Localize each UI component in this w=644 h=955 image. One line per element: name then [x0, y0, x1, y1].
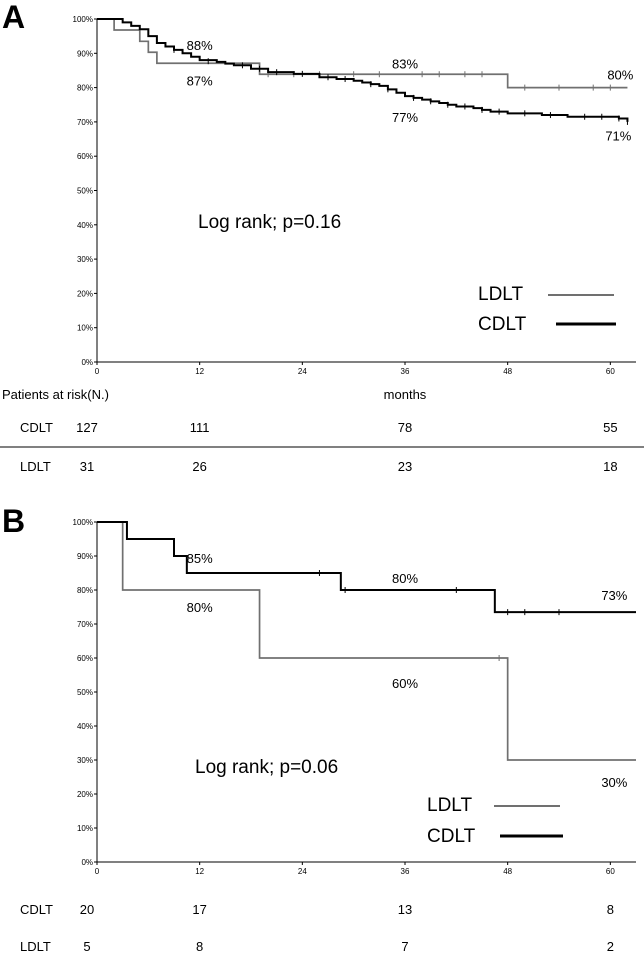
y-tick-label: 60% — [77, 654, 93, 663]
y-tick-label: 40% — [77, 722, 93, 731]
series-line-cdlt — [97, 521, 636, 614]
survival-annotation: 80% — [607, 68, 633, 83]
risk-value: 2 — [607, 939, 614, 954]
legend-label-cdlt: CDLT — [427, 826, 476, 847]
risk-value: 18 — [603, 459, 617, 474]
survival-annotation: 88% — [187, 38, 213, 53]
y-tick-label: 40% — [77, 221, 93, 230]
y-tick-label: 20% — [77, 790, 93, 799]
x-tick-label: 24 — [298, 367, 307, 376]
survival-annotation: 73% — [601, 588, 627, 603]
risk-value: 23 — [398, 459, 412, 474]
y-tick-label: 0% — [81, 858, 93, 867]
risk-value: 5 — [83, 939, 90, 954]
x-tick-label: 60 — [606, 367, 615, 376]
risk-value: 13 — [398, 902, 412, 917]
survival-annotation: 60% — [392, 676, 418, 691]
x-tick-label: 36 — [401, 367, 410, 376]
series-line-cdlt — [97, 18, 629, 122]
logrank-label: Log rank; p=0.06 — [195, 757, 338, 778]
y-tick-label: 50% — [77, 688, 93, 697]
y-tick-label: 10% — [77, 324, 93, 333]
x-tick-label: 60 — [606, 867, 615, 876]
panel-letter: B — [2, 503, 25, 539]
risk-row-label: CDLT — [20, 420, 53, 435]
x-tick-label: 12 — [195, 367, 204, 376]
risk-row-label: CDLT — [20, 902, 53, 917]
y-tick-label: 100% — [73, 518, 93, 527]
risk-value: 8 — [607, 902, 614, 917]
risk-table-header: Patients at risk(N.) — [2, 387, 109, 402]
risk-value: 8 — [196, 939, 203, 954]
x-tick-label: 0 — [95, 367, 100, 376]
x-tick-label: 0 — [95, 867, 100, 876]
x-axis-label: months — [384, 387, 427, 402]
risk-value: 7 — [401, 939, 408, 954]
y-tick-label: 90% — [77, 49, 93, 58]
survival-annotation: 87% — [187, 74, 213, 89]
logrank-label: Log rank; p=0.16 — [198, 212, 341, 233]
y-tick-label: 80% — [77, 586, 93, 595]
survival-annotation: 80% — [392, 571, 418, 586]
risk-value: 127 — [76, 420, 98, 435]
survival-annotation: 77% — [392, 110, 418, 125]
y-tick-label: 50% — [77, 187, 93, 196]
legend-label-cdlt: CDLT — [478, 314, 527, 335]
y-tick-label: 70% — [77, 620, 93, 629]
panel-b: B 0% 10% 20% 30% 40% 50% 60% 70% 80% 90% 100% 0 12 24 3… — [2, 503, 636, 954]
risk-value: 55 — [603, 420, 617, 435]
x-tick-label: 36 — [401, 867, 410, 876]
y-tick-label: 90% — [77, 552, 93, 561]
risk-value: 26 — [192, 459, 206, 474]
risk-value: 111 — [190, 420, 210, 435]
risk-value: 78 — [398, 420, 412, 435]
survival-annotation: 80% — [187, 600, 213, 615]
survival-annotation: 71% — [605, 128, 631, 143]
series-line-ldlt — [97, 521, 636, 761]
y-tick-label: 80% — [77, 84, 93, 93]
panel-a: A 0% 10% 20% 30% 40% 50% 60% 70% 80% 90% 100% 0 12 24 3… — [0, 0, 644, 474]
risk-value: 20 — [80, 902, 94, 917]
legend-label-ldlt: LDLT — [427, 795, 472, 816]
risk-value: 31 — [80, 459, 94, 474]
survival-annotation: 83% — [392, 56, 418, 71]
y-tick-label: 60% — [77, 152, 93, 161]
x-tick-label: 24 — [298, 867, 307, 876]
risk-row-label: LDLT — [20, 939, 51, 954]
x-tick-label: 12 — [195, 867, 204, 876]
x-tick-label: 48 — [503, 367, 512, 376]
risk-row-label: LDLT — [20, 459, 51, 474]
risk-value: 17 — [192, 902, 206, 917]
y-tick-label: 30% — [77, 756, 93, 765]
x-tick-label: 48 — [503, 867, 512, 876]
y-tick-label: 70% — [77, 118, 93, 127]
survival-annotation: 85% — [187, 551, 213, 566]
y-tick-label: 20% — [77, 289, 93, 298]
y-tick-label: 0% — [81, 358, 93, 367]
y-tick-label: 100% — [73, 15, 93, 24]
series-line-ldlt — [97, 18, 628, 89]
legend-label-ldlt: LDLT — [478, 284, 523, 305]
y-tick-label: 10% — [77, 824, 93, 833]
panel-letter: A — [2, 0, 25, 35]
y-tick-label: 30% — [77, 255, 93, 264]
survival-annotation: 30% — [601, 775, 627, 790]
